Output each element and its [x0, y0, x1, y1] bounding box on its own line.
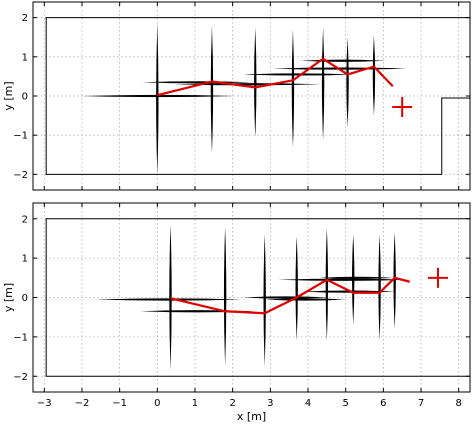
x-tick-label: 0	[154, 398, 160, 409]
y-tick-label: 2	[22, 13, 28, 24]
vertical-segment	[223, 226, 227, 367]
horizontal-segment	[319, 276, 393, 279]
trajectory-line	[170, 276, 411, 315]
chart-panel-1: −2 −1 0 1 2 y [m]	[2, 1, 471, 191]
y-axis-label: y [m]	[2, 81, 15, 110]
vertical-segment	[325, 228, 329, 341]
plot-content	[45, 218, 470, 377]
boundary-line	[45, 17, 470, 175]
x-axis-label: x [m]	[237, 410, 266, 423]
vertical-segment	[254, 27, 257, 138]
horizontal-segment	[300, 59, 386, 62]
x-tick-label: 7	[418, 398, 424, 409]
target-marker	[392, 96, 413, 117]
horizontal-segment	[243, 73, 354, 76]
y-tick-label: 1	[22, 52, 28, 63]
vertical-segment	[210, 25, 214, 153]
plot-content	[45, 17, 470, 175]
y-tick-label: 2	[22, 214, 28, 225]
horizontal-segment	[243, 296, 329, 299]
vertical-segment	[156, 23, 159, 175]
y-tick-label: −2	[13, 170, 28, 181]
x-tick-label: −1	[112, 398, 127, 409]
x-tick-label: −2	[75, 398, 90, 409]
x-tick-label: 4	[305, 398, 311, 409]
vertical-segment	[291, 29, 295, 147]
horizontal-segment	[277, 278, 410, 281]
x-tick-label: 2	[229, 398, 235, 409]
vertical-segment	[321, 27, 325, 140]
horizontal-segment	[142, 81, 252, 84]
horizontal-segment	[95, 298, 243, 301]
target-marker	[427, 267, 448, 288]
y-tick-label: −1	[13, 131, 28, 142]
x-tick-label: 5	[342, 398, 348, 409]
y-tick-label: 0	[22, 293, 28, 304]
vertical-segment	[263, 234, 266, 367]
x-tick-label: 1	[192, 398, 198, 409]
x-tick-label: 8	[456, 398, 462, 409]
x-tick-label: 3	[267, 398, 273, 409]
vertical-segment	[393, 232, 396, 329]
y-tick-label: 1	[22, 254, 28, 265]
trajectory-line	[157, 57, 394, 97]
y-tick-label: 0	[22, 92, 28, 103]
vertical-segment	[352, 234, 355, 326]
x-tick-label: 6	[380, 398, 386, 409]
vertical-segment	[378, 234, 381, 341]
vertical-segment	[169, 224, 172, 371]
x-tick-label: −3	[37, 398, 52, 409]
vertical-segment	[346, 37, 349, 128]
horizontal-segment	[264, 298, 346, 301]
boundary-line	[45, 218, 470, 377]
y-tick-label: −1	[13, 332, 28, 343]
y-axis-label: y [m]	[2, 283, 15, 312]
chart-panel-2: −2 −1 0 1 2 −3 −2 −1 0 1 2 3 4 5 6 7 8 y [m] x [m]	[2, 202, 471, 423]
vertical-segment	[295, 236, 298, 341]
y-tick-label: −2	[13, 372, 28, 383]
vertical-segment	[372, 35, 376, 116]
